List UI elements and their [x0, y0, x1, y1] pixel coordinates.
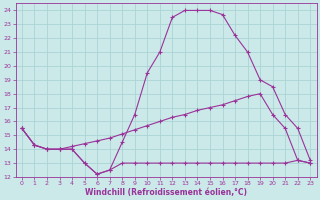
X-axis label: Windchill (Refroidissement éolien,°C): Windchill (Refroidissement éolien,°C): [85, 188, 247, 197]
